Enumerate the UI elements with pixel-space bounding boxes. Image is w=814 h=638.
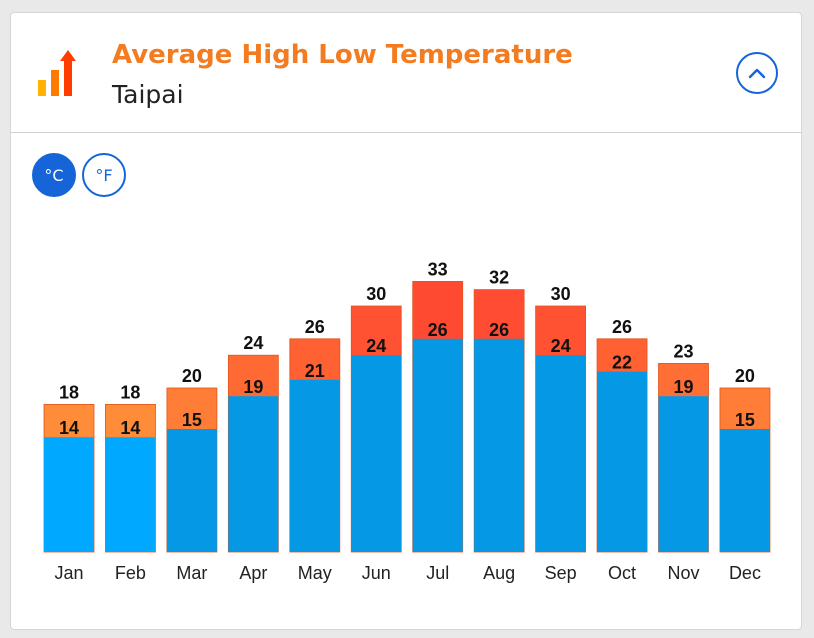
month-label: Jan — [54, 563, 83, 583]
low-temp-label: 15 — [182, 410, 202, 430]
high-temp-label: 18 — [59, 382, 79, 402]
low-temp-label: 15 — [735, 410, 755, 430]
high-temp-label: 20 — [182, 366, 202, 386]
low-temp-label: 26 — [428, 320, 448, 340]
low-temp-bar — [289, 379, 340, 552]
low-temp-bar — [166, 429, 217, 552]
low-temp-bar — [535, 355, 586, 552]
high-temp-label: 26 — [305, 317, 325, 337]
month-label: Apr — [239, 563, 267, 583]
month-label: Dec — [729, 563, 761, 583]
low-temp-bar — [228, 396, 279, 552]
month-label: Oct — [608, 563, 636, 583]
month-label: May — [298, 563, 332, 583]
low-temp-bar — [105, 437, 156, 552]
low-temp-bar — [351, 355, 402, 552]
low-temp-label: 19 — [243, 377, 263, 397]
temperature-card: Average High Low Temperature Taipai °C °… — [10, 12, 802, 630]
low-temp-bar — [44, 437, 94, 552]
high-temp-label: 26 — [612, 317, 632, 337]
card-header: Average High Low Temperature Taipai — [11, 13, 801, 133]
month-label: Sep — [545, 563, 577, 583]
low-temp-label: 24 — [551, 336, 571, 356]
low-temp-bar — [658, 396, 709, 552]
low-temp-bar — [474, 338, 525, 552]
month-label: Aug — [483, 563, 515, 583]
collapse-button[interactable] — [736, 52, 778, 94]
high-temp-label: 18 — [120, 382, 140, 402]
low-temp-bar — [412, 338, 463, 552]
temperature-bars-icon — [38, 50, 76, 96]
low-temp-label: 24 — [366, 336, 386, 356]
low-temp-label: 21 — [305, 361, 325, 381]
high-temp-label: 33 — [428, 259, 448, 279]
fahrenheit-button[interactable]: °F — [82, 153, 126, 197]
page-title: Average High Low Temperature — [112, 40, 573, 70]
celsius-button[interactable]: °C — [32, 153, 76, 197]
high-temp-label: 20 — [735, 366, 755, 386]
high-temp-label: 32 — [489, 268, 509, 288]
month-label: Nov — [667, 563, 699, 583]
low-temp-label: 26 — [489, 320, 509, 340]
temperature-bar-chart: 18 14 Jan 18 14 Feb 20 15 Mar 24 19 Apr 26 21 May 30 24 J… — [43, 259, 771, 583]
high-temp-label: 23 — [673, 341, 693, 361]
month-label: Mar — [176, 563, 207, 583]
high-temp-label: 30 — [366, 284, 386, 304]
chevron-up-icon — [748, 68, 766, 79]
low-temp-bar — [719, 429, 770, 552]
low-temp-bar — [597, 371, 648, 552]
month-label: Feb — [115, 563, 146, 583]
low-temp-label: 14 — [120, 418, 140, 438]
high-temp-label: 24 — [243, 333, 263, 353]
high-temp-label: 30 — [551, 284, 571, 304]
low-temp-label: 19 — [673, 377, 693, 397]
low-temp-label: 22 — [612, 353, 632, 373]
low-temp-label: 14 — [59, 418, 79, 438]
month-label: Jun — [362, 563, 391, 583]
city-name: Taipai — [112, 80, 184, 109]
month-label: Jul — [426, 563, 449, 583]
